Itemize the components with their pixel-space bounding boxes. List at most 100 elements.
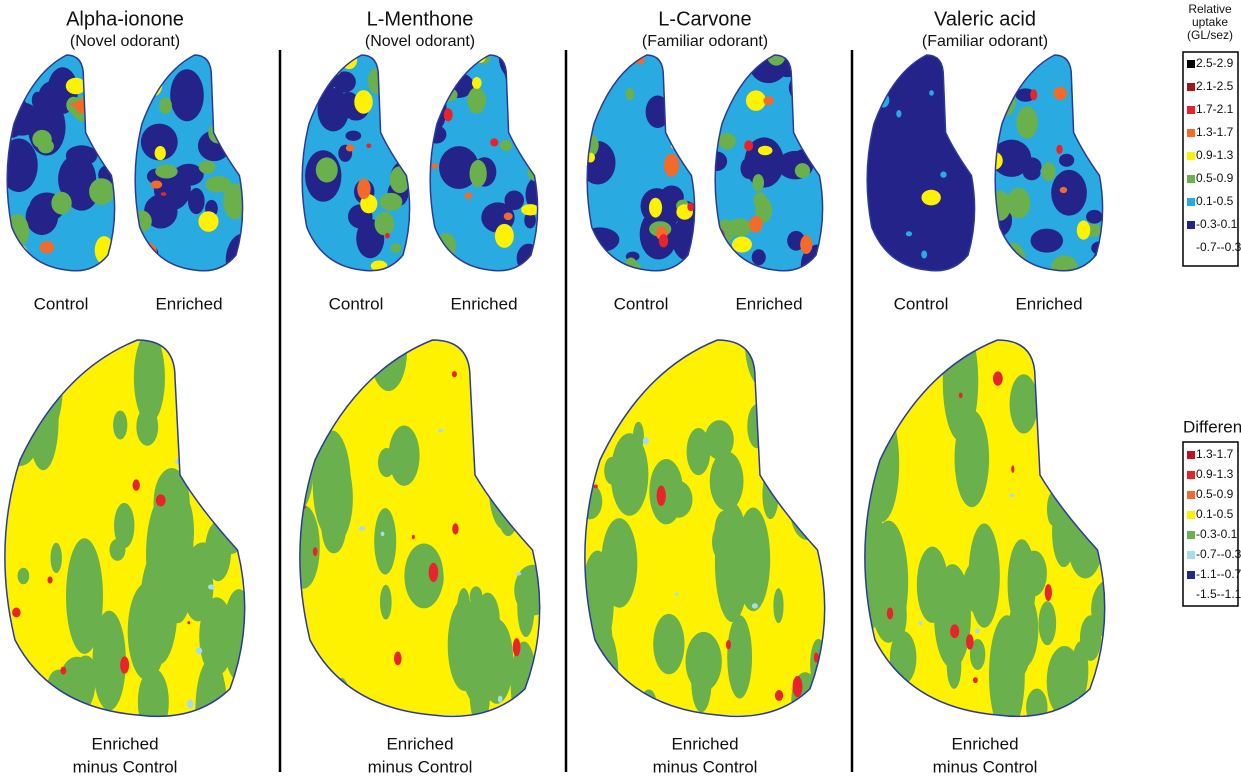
map-region: [995, 139, 1032, 177]
map-region: [653, 613, 685, 675]
panel-title: Valeric acid: [934, 8, 1036, 30]
map-region: [341, 55, 358, 70]
map-region: [958, 392, 963, 399]
map-region: [929, 90, 934, 96]
legend-label: -0.3-0.1: [1196, 217, 1238, 231]
legend-swatch: [1187, 106, 1195, 114]
map-region: [385, 232, 390, 239]
legend-swatch: [1187, 551, 1195, 559]
map-region: [876, 456, 880, 459]
map-region: [398, 55, 410, 75]
map-region: [299, 519, 301, 547]
bulb-map: [584, 340, 825, 717]
map-region: [749, 216, 763, 233]
map-region: [438, 428, 444, 433]
map-region: [312, 340, 328, 369]
legend-label: 0.9-1.3: [1196, 148, 1234, 162]
map-region: [1044, 584, 1052, 601]
map-region: [824, 695, 825, 717]
legend-label: 1.3-1.7: [1196, 125, 1234, 139]
map-region: [321, 499, 347, 554]
legend-label: 0.5-0.9: [1196, 171, 1234, 185]
map-region: [47, 347, 51, 350]
map-label: Enriched: [735, 294, 802, 313]
map-region: [774, 689, 784, 701]
map-region: [954, 409, 990, 508]
map-region: [715, 85, 731, 104]
map-region: [763, 96, 774, 106]
map-region: [873, 401, 888, 439]
map-label: Enriched: [450, 294, 517, 313]
map-region: [727, 615, 753, 699]
map-region: [1080, 126, 1091, 137]
map-region: [886, 607, 894, 620]
map-region: [161, 509, 195, 624]
map-region: [12, 607, 21, 618]
map-region: [137, 55, 148, 61]
map-region: [1070, 69, 1103, 108]
map-region: [315, 157, 338, 183]
bulb-map: [867, 55, 975, 270]
map-region: [439, 146, 479, 189]
legend-swatch: [1187, 491, 1195, 499]
map-region: [593, 484, 598, 489]
legend-swatch: [1187, 175, 1195, 183]
map-region: [744, 137, 784, 188]
map-region: [752, 174, 765, 192]
map-region: [584, 403, 592, 433]
legend-title: Differences: [1183, 417, 1241, 436]
map-region: [1038, 601, 1057, 646]
map-region: [687, 202, 694, 212]
map-region: [1093, 417, 1105, 447]
map-region: [146, 71, 163, 96]
map-region: [89, 178, 115, 205]
map-region: [676, 75, 690, 92]
map-region: [140, 123, 178, 161]
map-region: [150, 180, 163, 189]
map-region: [751, 249, 766, 266]
map-region: [159, 97, 172, 115]
map-region: [781, 340, 820, 400]
map-region: [790, 480, 825, 540]
map-region: [324, 55, 345, 77]
map-region: [680, 80, 695, 99]
map-region: [7, 213, 30, 249]
legend-title: uptake: [1192, 15, 1228, 29]
map-region: [50, 542, 62, 574]
map-region: [715, 241, 727, 255]
map-region: [921, 189, 941, 206]
map-region: [114, 502, 135, 549]
map-region: [783, 494, 788, 502]
map-region: [299, 546, 309, 567]
map-label: minus Control: [368, 757, 473, 776]
legend-swatch: [1187, 571, 1195, 579]
map-region: [745, 90, 766, 111]
map-region: [404, 543, 444, 609]
map-region: [155, 164, 178, 179]
map-region: [146, 560, 164, 592]
map-region: [170, 69, 204, 122]
map-region: [643, 700, 650, 712]
legend-label: -1.1--0.7: [1196, 567, 1241, 581]
map-region: [411, 534, 415, 540]
map-region: [367, 67, 386, 94]
map-region: [299, 403, 308, 442]
map-region: [648, 197, 663, 218]
map-region: [220, 382, 245, 506]
map-region: [691, 652, 712, 713]
map-region: [299, 504, 320, 589]
map-label: Control: [34, 294, 89, 313]
legend-label: 1.7-2.1: [1196, 102, 1234, 116]
map-region: [1046, 492, 1058, 526]
map-region: [186, 699, 194, 709]
map-region: [974, 628, 980, 634]
map-region: [864, 340, 892, 454]
legend-box: [1182, 441, 1239, 607]
map-region: [187, 621, 191, 625]
map-region: [716, 469, 732, 506]
map-region: [464, 192, 473, 199]
map-region: [379, 192, 403, 211]
map-region: [187, 454, 197, 464]
map-region: [656, 485, 666, 507]
legend-title: Relative: [1188, 2, 1232, 16]
